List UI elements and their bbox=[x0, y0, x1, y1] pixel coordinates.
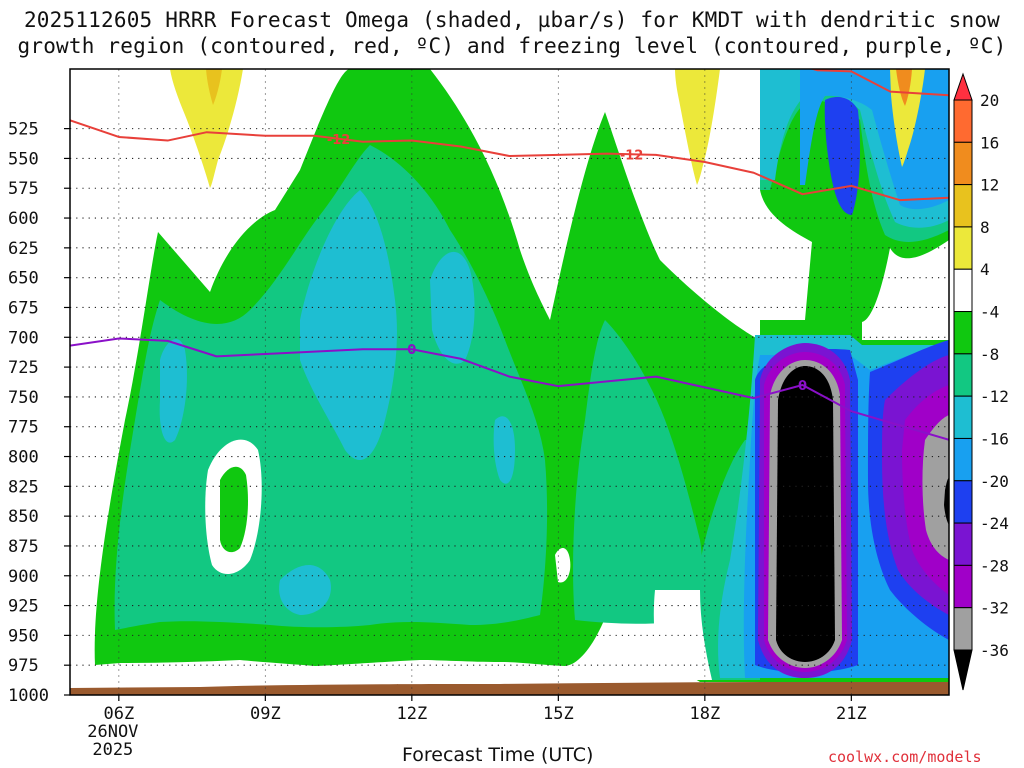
omega-region-plus8-a bbox=[206, 69, 222, 105]
colorbar-label--16: -16 bbox=[980, 429, 1009, 448]
contour-line-0 bbox=[70, 119, 949, 202]
colorbar-label-20: 20 bbox=[980, 91, 999, 110]
colorbar-swatch-4 bbox=[953, 268, 973, 313]
omega-shading bbox=[70, 69, 949, 695]
colorbar-label-16: 16 bbox=[980, 133, 999, 152]
y-tick-label-775: 775 bbox=[8, 418, 39, 438]
contour-label-2-0: 0 bbox=[407, 343, 416, 358]
y-tick-label-600: 600 bbox=[8, 209, 39, 229]
y-axis: 525 550 575 600 625 650 675 700 725 750 775 800 825 8… bbox=[8, 120, 70, 706]
y-tick-label-800: 800 bbox=[8, 448, 39, 468]
omega-region-minus12-d bbox=[279, 565, 331, 615]
colorbar-label-12: 12 bbox=[980, 176, 999, 195]
y-tick-label-975: 975 bbox=[8, 656, 39, 676]
plot-frame bbox=[69, 68, 950, 696]
contour-labels: -12 -12 0 0 bbox=[327, 133, 807, 394]
colorbar-label--32: -32 bbox=[980, 599, 1009, 618]
colorbar-swatch-5 bbox=[953, 311, 973, 355]
y-tick-label-850: 850 bbox=[8, 507, 39, 527]
temperature-contours bbox=[70, 69, 949, 441]
colorbar-swatch-9 bbox=[953, 480, 973, 524]
x-tick-label-12Z: 12Z bbox=[396, 704, 427, 724]
omega-region-plus12-c bbox=[896, 69, 912, 106]
colorbar-swatch-top bbox=[953, 72, 973, 101]
colorbar-swatch-0 bbox=[953, 99, 973, 143]
contour-label-0-0: -12 bbox=[327, 133, 351, 148]
x-date-label: 26NOV bbox=[87, 722, 138, 742]
colorbar-swatch-10 bbox=[953, 522, 973, 566]
colorbar-swatch-12 bbox=[953, 607, 973, 651]
source-credit[interactable]: coolwx.com/models bbox=[828, 748, 982, 766]
colorbar-swatch-8 bbox=[953, 437, 973, 482]
omega-region-minus36 bbox=[776, 366, 835, 662]
y-tick-label-650: 650 bbox=[8, 269, 39, 289]
colorbar: 20 16 12 8 4 -4 -8 -12 -16 -20 -24 -28 -32 -36 bbox=[953, 72, 1009, 691]
colorbar-swatch-2 bbox=[953, 184, 973, 228]
colorbar-label--12: -12 bbox=[980, 387, 1009, 406]
chart-title-line-1: 2025112605 HRRR Forecast Omega (shaded, … bbox=[23, 8, 1001, 32]
colorbar-label-4: 4 bbox=[980, 260, 990, 279]
omega-region-minus12-e bbox=[493, 416, 515, 484]
colorbar-label--4: -4 bbox=[980, 303, 999, 322]
x-tick-label-21Z: 21Z bbox=[836, 704, 867, 724]
y-tick-label-525: 525 bbox=[8, 120, 39, 140]
y-tick-label-825: 825 bbox=[8, 477, 39, 497]
colorbar-swatch-3 bbox=[953, 226, 973, 270]
contour-label-2-1: 0 bbox=[798, 379, 807, 394]
contour-line-2 bbox=[70, 337, 949, 441]
y-tick-label-700: 700 bbox=[8, 328, 39, 348]
y-tick-label-725: 725 bbox=[8, 358, 39, 378]
omega-region-weak-d bbox=[653, 590, 712, 680]
colorbar-swatch-6 bbox=[953, 353, 973, 397]
omega-region-minus8-b bbox=[573, 320, 702, 624]
x-tick-label-06Z: 06Z bbox=[103, 704, 134, 724]
y-tick-label-675: 675 bbox=[8, 298, 39, 318]
y-tick-label-925: 925 bbox=[8, 597, 39, 617]
omega-region-weak-b bbox=[220, 466, 248, 553]
colorbar-label-8: 8 bbox=[980, 218, 990, 237]
y-tick-label-1000: 1000 bbox=[8, 686, 49, 706]
chart-title-line-2: growth region (contoured, red, ºC) and f… bbox=[17, 34, 1007, 58]
ground-surface bbox=[70, 682, 949, 695]
x-tick-label-18Z: 18Z bbox=[689, 704, 720, 724]
contour-line-1 bbox=[809, 69, 949, 97]
y-tick-label-625: 625 bbox=[8, 239, 39, 259]
omega-region-weak-c bbox=[555, 548, 571, 583]
colorbar-label--20: -20 bbox=[980, 472, 1009, 491]
colorbar-label--24: -24 bbox=[980, 514, 1009, 533]
colorbar-label--36: -36 bbox=[980, 641, 1009, 660]
omega-region-minus12 bbox=[159, 339, 187, 443]
x-year-label: 2025 bbox=[92, 740, 133, 760]
omega-region-minus32 bbox=[922, 415, 949, 560]
colorbar-label--8: -8 bbox=[980, 345, 999, 364]
y-tick-label-875: 875 bbox=[8, 537, 39, 557]
x-tick-label-15Z: 15Z bbox=[543, 704, 574, 724]
colorbar-label--28: -28 bbox=[980, 556, 1009, 575]
omega-region-minus12-b bbox=[300, 190, 397, 460]
omega-region-minus12-c bbox=[430, 251, 475, 364]
colorbar-swatch-7 bbox=[953, 395, 973, 439]
x-axis-title: Forecast Time (UTC) bbox=[402, 744, 594, 766]
y-tick-label-900: 900 bbox=[8, 567, 39, 587]
grid-lines bbox=[70, 69, 949, 695]
y-tick-label-550: 550 bbox=[8, 149, 39, 169]
omega-region-minus36-b bbox=[944, 478, 949, 525]
colorbar-swatch-11 bbox=[953, 564, 973, 609]
y-tick-label-750: 750 bbox=[8, 388, 39, 408]
y-tick-label-575: 575 bbox=[8, 179, 39, 199]
y-tick-label-950: 950 bbox=[8, 626, 39, 646]
omega-region-plus4-b bbox=[675, 69, 720, 185]
contour-label-0-1: -12 bbox=[620, 148, 644, 163]
x-tick-label-09Z: 09Z bbox=[250, 704, 281, 724]
colorbar-swatch-1 bbox=[953, 141, 973, 186]
colorbar-swatch-bottom bbox=[953, 649, 973, 691]
